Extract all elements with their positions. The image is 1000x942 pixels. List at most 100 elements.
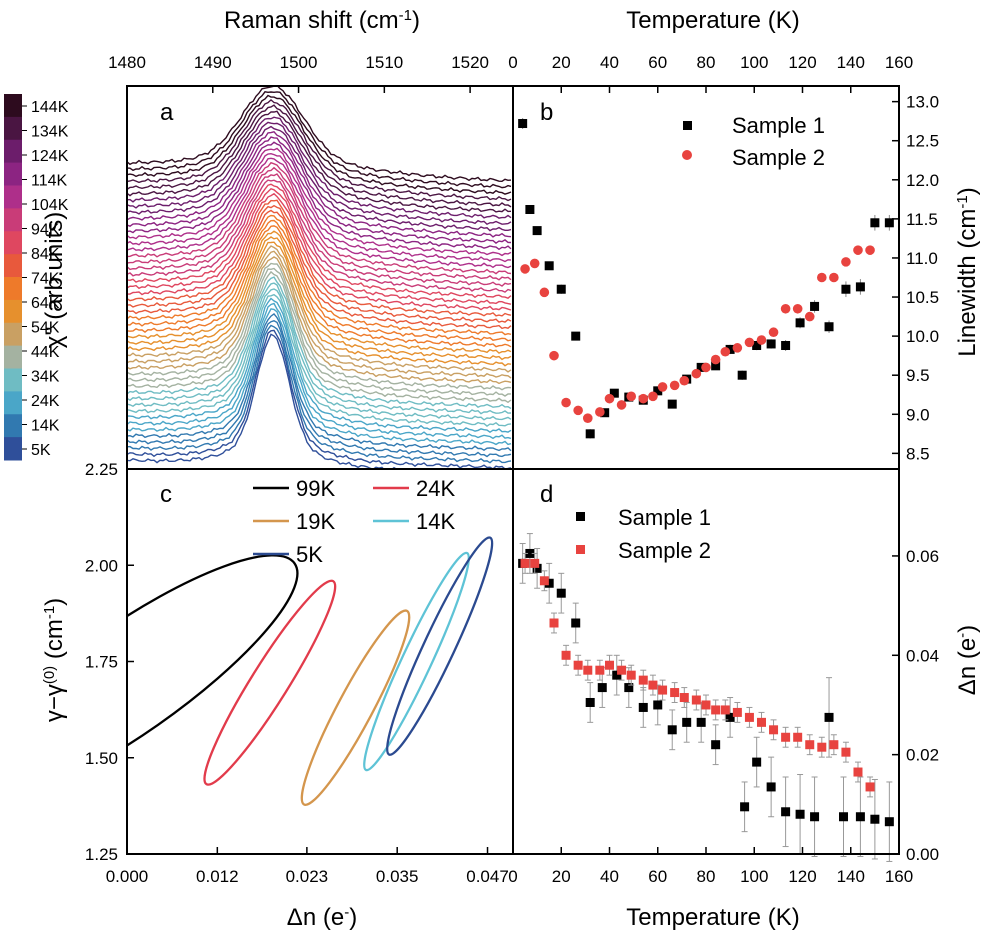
data-point-sample-2 [780,303,791,314]
data-point-sample-1 [556,588,566,598]
spectrum-line [127,98,512,202]
data-point-sample-1 [824,322,834,332]
charge-tick-label: 0.04 [906,646,939,665]
temperature-top-tick-label: 80 [697,53,716,72]
data-point-sample-1 [571,331,581,341]
data-point-sample-1 [638,702,648,712]
colorbar-label: 144K [31,99,69,116]
data-point-sample-1 [855,282,865,292]
gamma-tick-label: 2.00 [85,556,118,575]
spectrum-line [127,324,512,464]
colorbar-segment [4,185,22,209]
data-point-sample-1 [667,399,677,409]
spectrum-line [127,166,512,281]
spectrum-line [127,333,428,469]
temperature-top-tick-label: 140 [837,53,865,72]
colorbar-label: 54K [31,320,60,337]
data-point-sample-2 [658,685,668,695]
temperature-top-tick-label: 40 [600,53,619,72]
data-point-sample-1 [711,740,721,750]
data-point-sample-2 [605,660,614,670]
legend-marker-sample-2 [576,545,585,554]
spectrum-line [127,157,512,269]
colorbar-label: 124K [31,148,69,165]
spectrum-line [127,329,512,469]
linewidth-tick-label: 10.5 [906,288,939,307]
raman-shift-tick-label: 1490 [194,53,232,72]
data-point-sample-2 [691,368,702,379]
data-point-sample-1 [667,725,677,735]
gamma-tick-label: 2.25 [85,460,118,479]
colorbar-label: 44K [31,344,60,361]
data-point-sample-1 [766,339,776,349]
top-left-axis-title: Raman shift (cm-1) [224,7,420,35]
data-point-sample-1 [839,812,849,822]
data-point-sample-2 [561,397,571,408]
temperature-top-tick-label: 100 [740,53,768,72]
temperature-top-tick-label: 160 [885,53,913,72]
legend-panel-c: 99K 24K 19K 14K 5K [253,476,455,567]
data-point-sample-1 [609,388,619,398]
data-point-sample-1 [795,318,805,328]
ellipse-group [127,536,494,808]
linewidth-tick-label: 13.0 [906,93,939,112]
colorbar-label: 74K [31,271,60,288]
temperature-top-tick-label: 20 [552,53,571,72]
temperature-bottom-tick-label: 80 [697,867,716,886]
spectrum-line [127,293,512,427]
spectrum-line [127,282,512,415]
data-point-sample-2 [768,327,779,338]
spectrum-line [127,199,512,317]
spectrum-line [127,267,512,397]
temperature-bottom-tick-label: 100 [740,867,768,886]
data-point-sample-2 [691,695,701,705]
data-point-sample-2 [732,707,742,717]
data-point-sample-2 [539,576,549,586]
data-point-sample-1 [740,802,750,812]
spectrum-line [127,173,512,287]
data-point-sample-1 [597,683,607,693]
data-point-sample-2 [669,380,680,391]
colorbar-segment [4,299,22,324]
data-point-sample-2 [657,382,668,392]
data-point-sample-2 [701,362,711,373]
data-point-sample-1 [585,429,595,439]
colorbar-segment [4,94,22,118]
linewidth-tick-label: 11.0 [906,249,938,268]
data-point-sample-1 [870,814,880,824]
spectra-group [127,86,512,469]
panel-label-a: a [160,99,174,126]
data-point-sample-2 [583,665,593,675]
data-point-sample-1 [612,670,622,680]
legend-label-19K: 19K [296,509,335,534]
spectrum-line [127,110,512,213]
spectrum-line [127,245,512,373]
left-top-axis-title: χ'' (arb.units) [41,212,68,348]
panel-label-d: d [540,481,553,508]
colorbar-segment [4,231,22,255]
raman-shift-tick-label: 1520 [451,53,489,72]
colorbar-segment [4,208,22,232]
colorbar-label: 84K [31,246,60,263]
spectrum-line [127,320,512,458]
data-point-sample-1 [696,717,706,727]
data-point-sample-2 [792,303,803,314]
data-point-sample-2 [853,767,863,777]
spectrum-line [127,230,512,354]
data-point-sample-2 [549,350,559,361]
legend-label-5K: 5K [296,542,323,567]
data-point-sample-2 [829,740,839,750]
data-point-sample-1 [518,119,528,129]
spectrum-line [127,288,512,421]
data-point-sample-1 [766,782,776,792]
spectrum-line [127,179,512,293]
data-point-sample-1 [870,218,880,228]
data-point-sample-2 [805,740,815,750]
data-point-sample-2 [595,407,605,417]
spectrum-line [127,161,512,275]
data-point-sample-2 [817,272,827,283]
spectrum-line [127,297,512,434]
spectrum-line [127,241,512,367]
raman-shift-tick-label: 1480 [108,53,146,72]
